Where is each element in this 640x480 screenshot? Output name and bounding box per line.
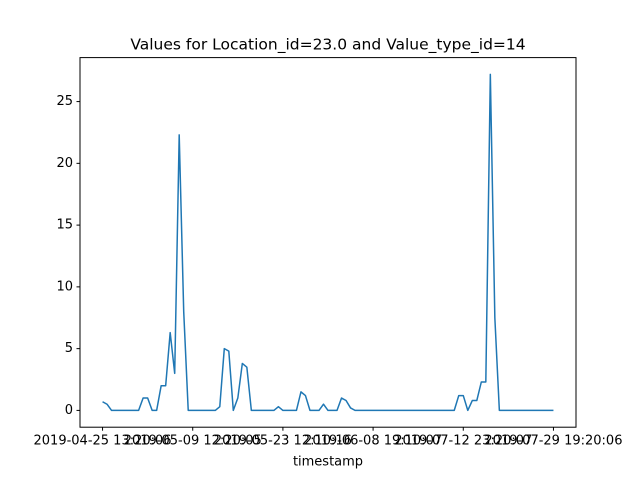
x-tick-label: 2019-07-12 23:20:07 — [394, 434, 532, 449]
x-tick-label: 2019-06-08 19:10:07 — [304, 434, 442, 449]
x-axis-label: timestamp — [293, 455, 363, 470]
plot-frame — [79, 57, 577, 428]
x-tick-label: 2019-05-09 12:20:05 — [124, 434, 262, 449]
y-tick-label: 15 — [56, 218, 73, 233]
x-tick-label: 2019-07-29 19:20:06 — [484, 434, 622, 449]
y-tick-label: 20 — [56, 156, 73, 171]
x-tick-label: 2019-05-23 12:10:16 — [214, 434, 352, 449]
chart-title: Values for Location_id=23.0 and Value_ty… — [130, 36, 525, 55]
y-tick-label: 10 — [56, 279, 73, 294]
x-tick-label: 2019-04-25 13:20:06 — [34, 434, 172, 449]
data-line — [102, 73, 554, 412]
y-tick-label: 5 — [65, 341, 73, 356]
y-tick-label: 0 — [65, 403, 73, 418]
y-tick-label: 25 — [56, 94, 73, 109]
